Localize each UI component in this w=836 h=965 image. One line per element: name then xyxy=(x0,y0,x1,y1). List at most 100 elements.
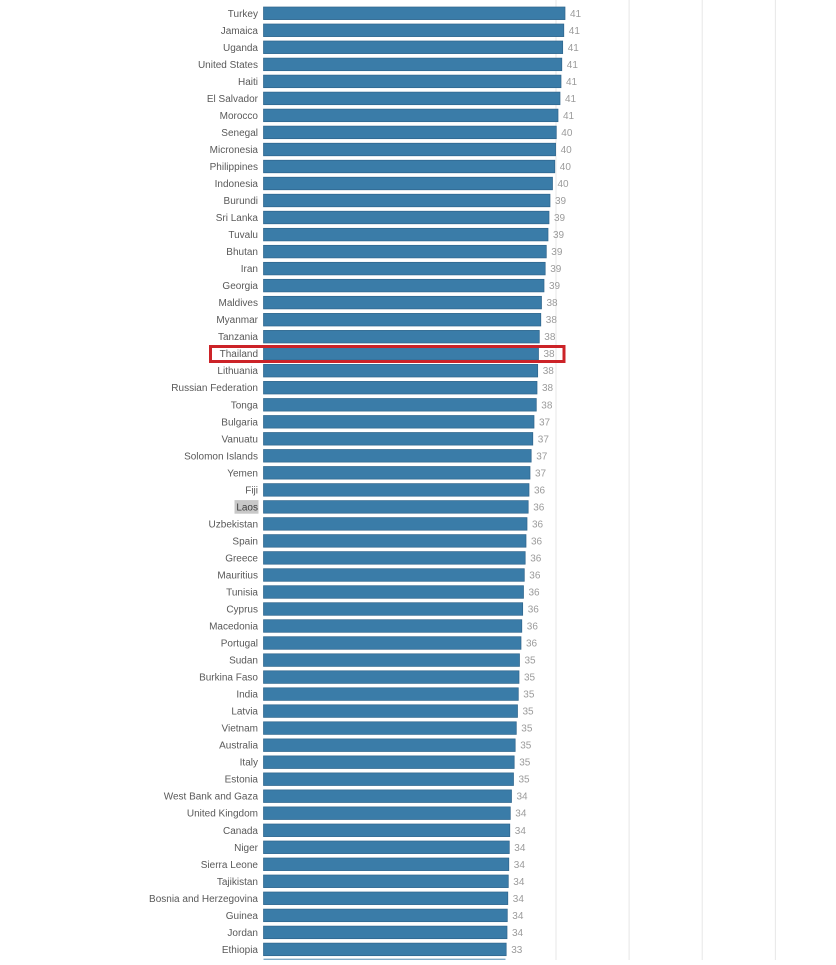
svg-text:Portugal: Portugal xyxy=(221,639,258,650)
svg-text:Macedonia: Macedonia xyxy=(209,622,258,633)
svg-text:Laos: Laos xyxy=(236,502,258,513)
svg-text:Tunisia: Tunisia xyxy=(226,588,258,599)
svg-text:40: 40 xyxy=(560,162,572,173)
svg-text:35: 35 xyxy=(519,758,531,769)
svg-text:38: 38 xyxy=(544,349,556,360)
svg-text:34: 34 xyxy=(513,894,525,905)
svg-text:34: 34 xyxy=(515,826,527,837)
svg-text:Tuvalu: Tuvalu xyxy=(228,230,258,241)
svg-text:38: 38 xyxy=(543,366,555,377)
svg-text:39: 39 xyxy=(553,230,565,241)
svg-text:Solomon Islands: Solomon Islands xyxy=(184,451,258,462)
svg-text:Tonga: Tonga xyxy=(231,400,259,411)
svg-text:Sri Lanka: Sri Lanka xyxy=(216,213,259,224)
svg-text:Fiji: Fiji xyxy=(245,485,258,496)
svg-text:Morocco: Morocco xyxy=(220,111,259,122)
svg-text:Australia: Australia xyxy=(219,741,258,752)
svg-text:36: 36 xyxy=(533,502,545,513)
svg-text:40: 40 xyxy=(561,128,573,139)
svg-text:Bhutan: Bhutan xyxy=(226,247,258,258)
svg-text:38: 38 xyxy=(542,383,554,394)
svg-text:35: 35 xyxy=(524,673,536,684)
svg-text:34: 34 xyxy=(512,911,524,922)
svg-text:41: 41 xyxy=(563,111,575,122)
svg-text:35: 35 xyxy=(519,775,531,786)
svg-text:Senegal: Senegal xyxy=(221,128,258,139)
svg-text:41: 41 xyxy=(567,60,579,71)
svg-text:Indonesia: Indonesia xyxy=(215,179,259,190)
svg-text:Burkina Faso: Burkina Faso xyxy=(199,673,258,684)
svg-text:Estonia: Estonia xyxy=(225,775,259,786)
svg-text:Philippines: Philippines xyxy=(210,162,258,173)
svg-text:40: 40 xyxy=(558,179,570,190)
svg-text:Myanmar: Myanmar xyxy=(216,315,258,326)
svg-text:34: 34 xyxy=(513,877,525,888)
svg-text:Vietnam: Vietnam xyxy=(221,724,258,735)
svg-text:39: 39 xyxy=(551,247,563,258)
svg-text:United States: United States xyxy=(198,60,258,71)
svg-text:34: 34 xyxy=(512,928,524,939)
svg-text:35: 35 xyxy=(523,690,535,701)
svg-text:34: 34 xyxy=(515,809,527,820)
svg-text:33: 33 xyxy=(511,945,523,956)
svg-text:Niger: Niger xyxy=(234,843,259,854)
svg-text:Greece: Greece xyxy=(225,553,258,564)
svg-text:Turkey: Turkey xyxy=(228,9,258,20)
svg-text:Bulgaria: Bulgaria xyxy=(221,417,258,428)
svg-text:36: 36 xyxy=(531,536,543,547)
svg-text:Sudan: Sudan xyxy=(229,656,258,667)
svg-text:34: 34 xyxy=(517,792,529,803)
svg-text:34: 34 xyxy=(514,843,526,854)
svg-text:El Salvador: El Salvador xyxy=(207,94,259,105)
svg-text:37: 37 xyxy=(535,468,547,479)
svg-text:Haiti: Haiti xyxy=(238,77,258,88)
svg-text:37: 37 xyxy=(536,451,548,462)
svg-text:Russian Federation: Russian Federation xyxy=(171,383,258,394)
svg-text:Tajikistan: Tajikistan xyxy=(217,877,258,888)
svg-text:39: 39 xyxy=(550,264,562,275)
svg-text:37: 37 xyxy=(538,434,550,445)
svg-text:Jamaica: Jamaica xyxy=(221,26,259,37)
svg-text:India: India xyxy=(236,690,258,701)
svg-text:39: 39 xyxy=(554,213,566,224)
svg-text:Ethiopia: Ethiopia xyxy=(222,945,259,956)
svg-text:Micronesia: Micronesia xyxy=(210,145,259,156)
svg-text:Lithuania: Lithuania xyxy=(217,366,258,377)
svg-text:37: 37 xyxy=(539,417,551,428)
svg-text:Latvia: Latvia xyxy=(231,707,258,718)
svg-text:38: 38 xyxy=(546,315,558,326)
svg-text:Burundi: Burundi xyxy=(224,196,258,207)
svg-text:41: 41 xyxy=(568,43,580,54)
svg-text:41: 41 xyxy=(570,9,582,20)
svg-text:Spain: Spain xyxy=(232,536,258,547)
svg-text:41: 41 xyxy=(566,77,578,88)
svg-text:Maldives: Maldives xyxy=(219,298,258,309)
svg-text:Jordan: Jordan xyxy=(227,928,258,939)
svg-text:Sierra Leone: Sierra Leone xyxy=(201,860,259,871)
svg-text:Thailand: Thailand xyxy=(220,349,258,360)
svg-text:38: 38 xyxy=(544,332,556,343)
svg-text:36: 36 xyxy=(526,639,538,650)
svg-text:Georgia: Georgia xyxy=(222,281,258,292)
svg-text:35: 35 xyxy=(525,656,537,667)
svg-text:35: 35 xyxy=(520,741,532,752)
svg-text:West Bank and Gaza: West Bank and Gaza xyxy=(164,792,259,803)
svg-text:35: 35 xyxy=(523,707,535,718)
svg-text:Guinea: Guinea xyxy=(226,911,259,922)
svg-text:35: 35 xyxy=(521,724,533,735)
svg-text:Canada: Canada xyxy=(223,826,258,837)
svg-text:Yemen: Yemen xyxy=(227,468,258,479)
svg-text:38: 38 xyxy=(541,400,553,411)
svg-text:36: 36 xyxy=(532,519,544,530)
svg-text:Uganda: Uganda xyxy=(223,43,258,54)
svg-text:Bosnia and Herzegovina: Bosnia and Herzegovina xyxy=(149,894,258,905)
svg-text:Vanuatu: Vanuatu xyxy=(221,434,258,445)
svg-text:United Kingdom: United Kingdom xyxy=(187,809,258,820)
svg-text:Mauritius: Mauritius xyxy=(217,571,258,582)
svg-text:Iran: Iran xyxy=(241,264,258,275)
svg-text:Uzbekistan: Uzbekistan xyxy=(209,519,258,530)
svg-text:36: 36 xyxy=(529,588,541,599)
svg-text:39: 39 xyxy=(549,281,561,292)
svg-text:Cyprus: Cyprus xyxy=(226,605,258,616)
svg-text:36: 36 xyxy=(527,622,539,633)
